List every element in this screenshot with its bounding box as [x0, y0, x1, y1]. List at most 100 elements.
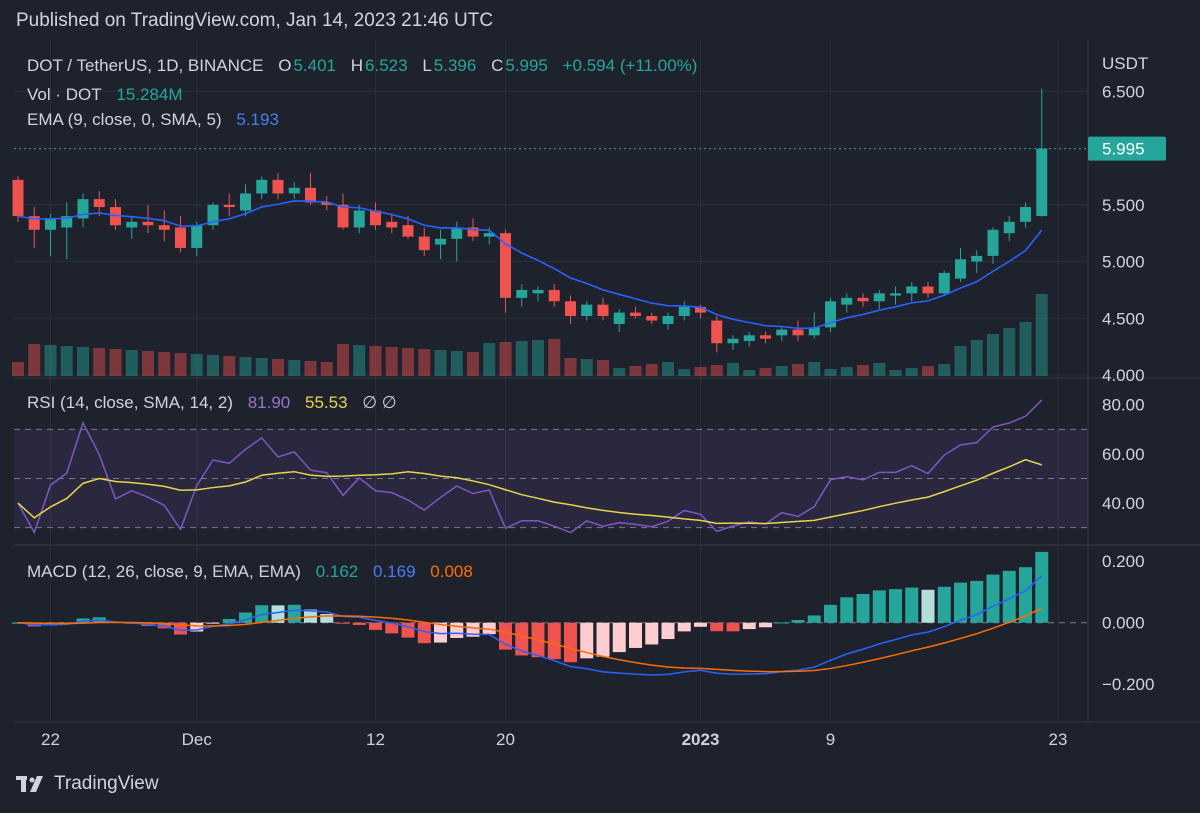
last-price-label: 5.995	[1102, 140, 1145, 159]
candle-body	[890, 293, 901, 296]
candle-body	[987, 229, 999, 256]
candle-body	[223, 204, 235, 208]
candle-body	[288, 187, 300, 194]
macd-histogram-bar	[434, 622, 447, 643]
x-tick-label: 20	[496, 730, 515, 749]
macd-histogram-bar	[612, 622, 626, 653]
volume-bar	[792, 364, 804, 376]
macd-histogram-bar	[190, 622, 204, 632]
volume-bar	[727, 363, 739, 376]
volume-bar	[142, 351, 154, 376]
volume-bar	[678, 369, 691, 376]
candle-body	[272, 179, 284, 194]
candle-body	[792, 329, 804, 336]
macd-histogram-bar	[547, 622, 561, 660]
candle-body	[142, 221, 154, 226]
ema-polyline	[17, 200, 1043, 330]
volume-bar	[857, 365, 869, 376]
macd-value: 0.162	[315, 562, 359, 581]
candle-body	[808, 327, 820, 336]
volume-bar	[255, 358, 268, 376]
macd-histogram-bar	[320, 613, 334, 623]
macd-histogram-bar	[986, 574, 1000, 623]
macd-histogram-bar	[872, 590, 886, 623]
macd-histogram-bar	[645, 622, 659, 645]
x-tick-label: Dec	[182, 730, 213, 749]
macd-histogram-bar	[336, 622, 350, 624]
candle-body	[532, 289, 544, 294]
legend-ema-row: EMA (9, close, 0, SMA, 5) 5.193	[27, 110, 281, 130]
macd-pane	[11, 551, 1088, 676]
macd-histogram-bar	[921, 589, 935, 623]
candle-body	[841, 297, 853, 305]
candle-body	[695, 306, 706, 313]
volume-bar	[532, 340, 544, 376]
candle-body	[873, 293, 885, 302]
candle-body	[565, 301, 576, 316]
candle-body	[662, 316, 674, 324]
volume-bar	[450, 351, 463, 376]
volume-bar	[499, 342, 512, 376]
macd-histogram-bar	[661, 622, 675, 640]
volume-bar	[564, 358, 577, 376]
candle-body	[402, 225, 414, 237]
price-tick-label: 4.500	[1102, 309, 1145, 328]
volume-bar	[434, 350, 447, 376]
volume-bar	[987, 334, 999, 376]
candle-body	[175, 227, 186, 248]
macd-histogram-bar	[1002, 570, 1016, 623]
macd-tick-label: 0.000	[1102, 614, 1145, 633]
volume-bar	[808, 362, 821, 376]
volume-bar	[548, 339, 561, 376]
volume-bar	[402, 348, 414, 376]
candle-body	[548, 289, 560, 302]
macd-histogram-bar	[515, 622, 529, 656]
macd-histogram-bar	[401, 622, 415, 638]
rsi-ma-polyline	[17, 458, 1042, 525]
candle-body	[240, 193, 251, 211]
macd-histogram-bar	[417, 622, 431, 644]
volume-bar	[694, 367, 707, 376]
candle-body	[516, 289, 528, 298]
x-tick-label: 9	[826, 730, 835, 749]
candle-body	[922, 286, 934, 294]
macd-histogram-bar	[759, 622, 772, 628]
macd-histogram-bar	[726, 622, 740, 632]
volume-bar	[125, 350, 138, 376]
volume-bar	[613, 368, 626, 376]
candle-body	[321, 202, 333, 205]
tradingview-logo[interactable]: TradingView	[16, 773, 159, 795]
macd-histogram-bar	[905, 587, 919, 623]
macd-histogram-bar	[889, 589, 902, 623]
volume-bar	[239, 357, 252, 376]
candle-body	[857, 297, 869, 302]
volume-bar	[905, 368, 918, 376]
legend-rsi-row: RSI (14, close, SMA, 14, 2) 81.90 55.53 …	[27, 393, 399, 413]
volume-bar	[190, 354, 203, 376]
macd-histogram-bar	[174, 622, 187, 635]
candle-body	[305, 187, 316, 203]
volume-bar	[922, 366, 934, 376]
volume-bar	[158, 352, 171, 376]
candle-body	[93, 199, 105, 208]
rsi-tick-label: 80.00	[1102, 396, 1145, 415]
volume-bar	[970, 340, 983, 376]
x-tick-label: 12	[366, 730, 385, 749]
volume-bar	[483, 343, 496, 376]
signal-value: 0.169	[372, 562, 416, 581]
volume-bar	[775, 366, 788, 376]
candle-body	[955, 259, 966, 279]
volume-bar	[77, 347, 89, 376]
histogram-value: 0.008	[430, 562, 473, 581]
candle-body	[337, 204, 349, 228]
rsi-pane	[14, 399, 1088, 535]
candle-body	[61, 216, 73, 228]
rsi-band	[14, 429, 1088, 528]
macd-histogram-bar	[710, 622, 724, 632]
candle-body	[597, 304, 609, 316]
candle-body	[581, 304, 593, 316]
candle-body	[1020, 207, 1031, 222]
candle-body	[418, 236, 430, 251]
candle-body	[760, 335, 771, 339]
